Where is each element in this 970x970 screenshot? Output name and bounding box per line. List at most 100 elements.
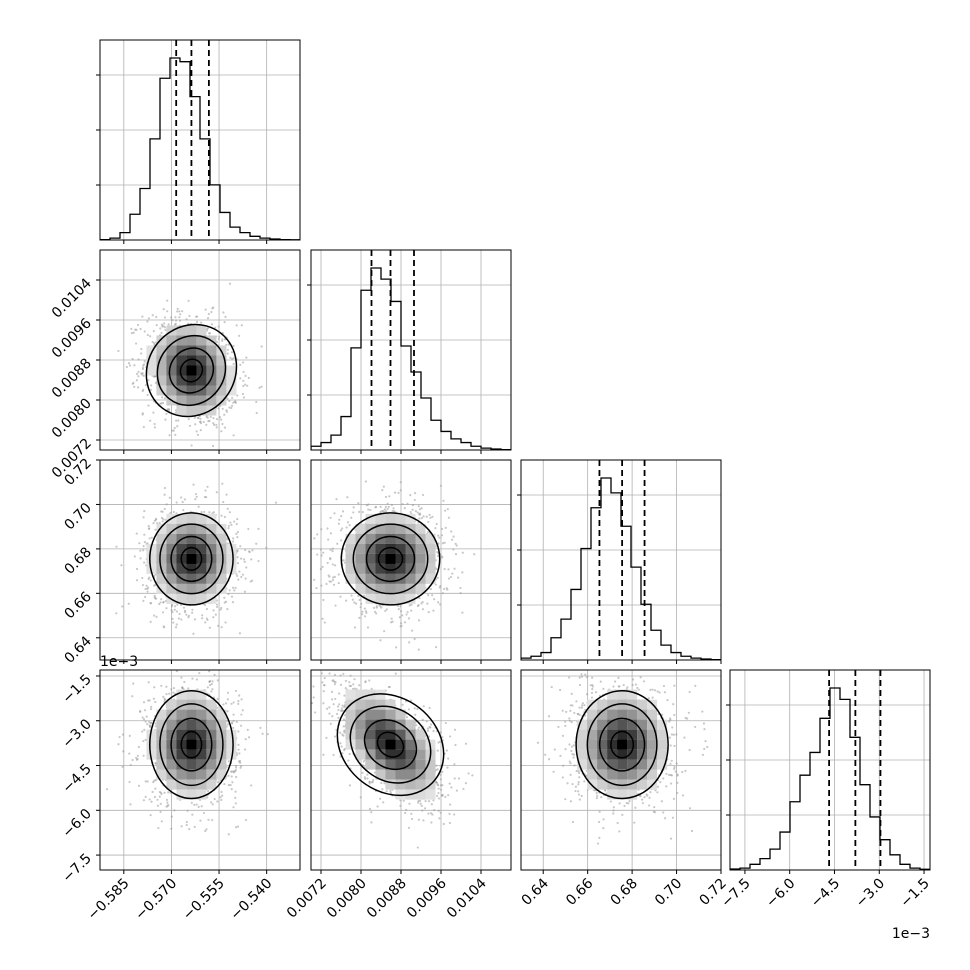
scatter-point <box>329 557 332 561</box>
scatter-point <box>199 417 202 420</box>
scatter-point <box>217 624 220 627</box>
scatter-point <box>427 520 430 524</box>
scatter-point <box>165 685 168 688</box>
scatter-point <box>350 594 353 597</box>
contour-3 <box>340 512 441 606</box>
scatter-point <box>386 507 389 510</box>
scatter-point <box>238 759 242 763</box>
density-cell <box>166 385 177 396</box>
scatter-point <box>197 805 200 808</box>
scatter-point <box>234 802 238 805</box>
scatter-point <box>212 423 216 426</box>
scatter-point <box>163 322 166 325</box>
scatter-point <box>172 687 176 690</box>
scatter-point <box>231 781 234 784</box>
density-cell <box>425 563 436 574</box>
density-peak <box>186 365 197 376</box>
scatter-point <box>150 536 153 539</box>
scatter-point <box>241 361 245 364</box>
density-cell <box>186 325 197 336</box>
scatter-point <box>163 486 167 490</box>
scatter-point <box>142 425 145 429</box>
scatter-point <box>372 606 376 609</box>
scatter-point <box>193 618 197 621</box>
scatter-point <box>178 473 180 475</box>
scatter-point <box>142 739 145 743</box>
scatter-point <box>420 516 423 520</box>
scatter-point <box>187 299 190 302</box>
scatter-point <box>397 608 400 611</box>
density-cell <box>196 543 207 554</box>
density-cell <box>216 375 227 386</box>
scatter-point <box>149 419 152 422</box>
scatter-point <box>147 527 151 530</box>
scatter-point <box>145 715 148 718</box>
scatter-point <box>164 518 167 521</box>
scatter-point <box>199 429 202 432</box>
density-cell <box>355 553 366 564</box>
scatter-point <box>174 319 178 322</box>
scatter-point <box>235 720 238 724</box>
scatter-point <box>416 604 420 608</box>
scatter-point <box>232 540 235 543</box>
scatter-point <box>451 538 454 541</box>
scatter-point <box>230 523 233 526</box>
scatter-point <box>155 615 158 618</box>
density-cell <box>156 553 167 564</box>
scatter-point <box>348 523 351 527</box>
scatter-point <box>213 797 216 801</box>
scatter-point <box>187 662 189 664</box>
scatter-point <box>159 802 162 805</box>
scatter-point <box>202 420 205 424</box>
scatter-point <box>441 527 444 531</box>
scatter-point <box>418 596 421 600</box>
scatter-point <box>413 637 416 641</box>
density-cell <box>385 523 396 534</box>
scatter-point <box>238 694 241 697</box>
density-cell <box>375 523 386 534</box>
scatter-point <box>209 666 211 668</box>
scatter-point <box>221 339 224 343</box>
scatter-point <box>139 557 142 560</box>
scatter-point <box>137 784 141 787</box>
density-cell <box>186 533 197 544</box>
scatter-point <box>149 602 153 605</box>
scatter-point <box>115 612 118 615</box>
scatter-point <box>217 337 220 341</box>
density-cell <box>365 513 376 524</box>
scatter-point <box>140 352 143 355</box>
scatter-point <box>260 385 263 388</box>
density-cell <box>385 533 396 544</box>
scatter-point <box>244 737 247 741</box>
scatter-point <box>230 351 234 354</box>
scatter-point <box>237 743 240 747</box>
scatter-point <box>230 406 233 410</box>
density-cell <box>166 563 177 574</box>
scatter-point <box>140 372 143 375</box>
scatter-point <box>143 595 147 598</box>
scatter-point <box>265 546 268 549</box>
scatter-point <box>178 310 181 313</box>
scatter-point <box>171 429 174 432</box>
scatter-point <box>457 576 460 579</box>
scatter-point <box>224 315 227 319</box>
density-cell <box>156 573 167 584</box>
scatter-point <box>459 591 462 595</box>
scatter-point <box>134 342 138 345</box>
scatter-point <box>167 803 170 807</box>
density-cell <box>176 375 187 386</box>
scatter-point <box>183 680 186 684</box>
scatter-point <box>158 795 161 798</box>
scatter-point <box>160 323 164 326</box>
scatter-point <box>143 330 146 333</box>
scatter-point <box>152 341 156 345</box>
panel-content <box>311 460 511 660</box>
scatter-point <box>144 383 147 387</box>
scatter-point <box>417 648 420 651</box>
scatter-point <box>180 825 183 828</box>
scatter-point <box>358 510 361 513</box>
scatter-point <box>143 541 147 544</box>
scatter-point <box>206 618 209 622</box>
scatter-point <box>242 370 245 374</box>
